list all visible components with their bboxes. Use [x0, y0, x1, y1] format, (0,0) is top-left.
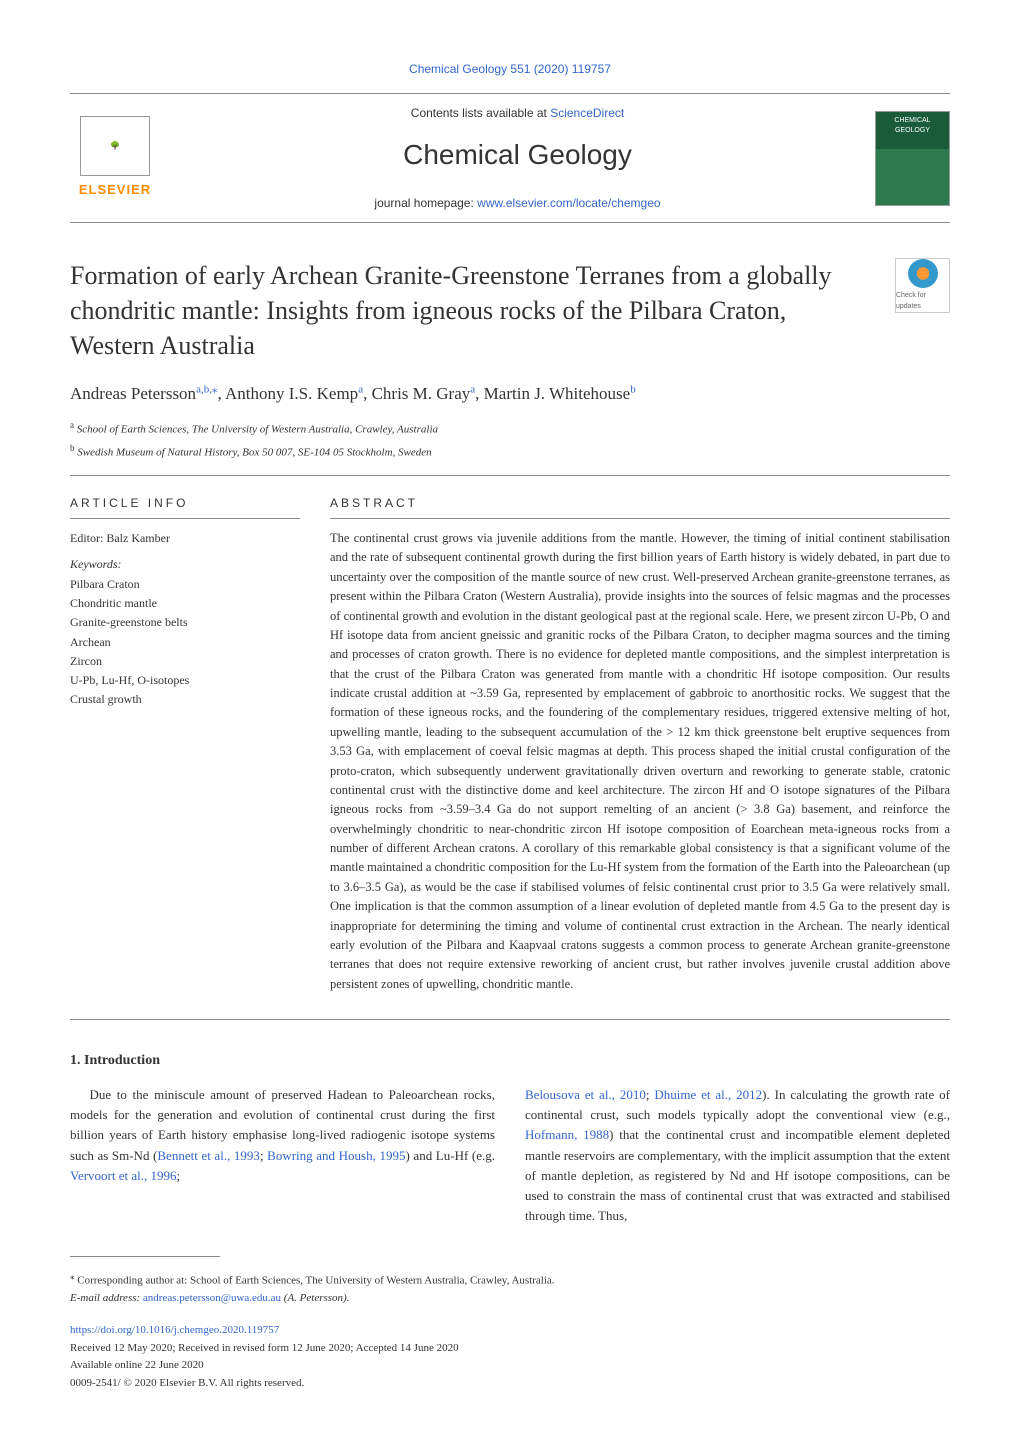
sep: , [217, 384, 225, 403]
homepage-line: journal homepage: www.elsevier.com/locat… [160, 194, 875, 212]
title-row: Formation of early Archean Granite-Green… [70, 258, 950, 363]
citation-link[interactable]: Vervoort et al., 1996 [70, 1168, 177, 1183]
citation-link[interactable]: Dhuime et al., 2012 [654, 1087, 762, 1102]
affiliation-a: a School of Earth Sciences, The Universi… [70, 419, 950, 438]
keyword: U-Pb, Lu-Hf, O-isotopes [70, 671, 300, 690]
affiliation-b: b Swedish Museum of Natural History, Box… [70, 442, 950, 461]
editor-name: Balz Kamber [106, 531, 170, 545]
article-info-heading: ARTICLE INFO [70, 494, 300, 512]
check-updates-label: Check for updates [896, 291, 949, 312]
elsevier-text: ELSEVIER [79, 180, 151, 200]
journal-cover[interactable]: CHEMICAL GEOLOGY [875, 111, 950, 206]
article-info-column: ARTICLE INFO Editor: Balz Kamber Keyword… [70, 494, 300, 994]
corr-text: Corresponding author at: School of Earth… [77, 1275, 554, 1287]
intro-text: ) and Lu-Hf (e.g. [405, 1148, 495, 1163]
info-abstract-block: ARTICLE INFO Editor: Balz Kamber Keyword… [70, 494, 950, 994]
divider [70, 475, 950, 476]
article-title: Formation of early Archean Granite-Green… [70, 258, 895, 363]
copyright-line: 0009-2541/ © 2020 Elsevier B.V. All righ… [70, 1377, 304, 1389]
homepage-link[interactable]: www.elsevier.com/locate/chemgeo [477, 196, 660, 210]
author-1: Andreas Petersson [70, 384, 196, 403]
author-4: Martin J. Whitehouse [484, 384, 631, 403]
keywords-label: Keywords: [70, 555, 300, 573]
contents-line: Contents lists available at ScienceDirec… [160, 104, 875, 122]
keyword: Granite-greenstone belts [70, 613, 300, 632]
editor-line: Editor: Balz Kamber [70, 529, 300, 547]
author-2: Anthony I.S. Kemp [225, 384, 358, 403]
homepage-prefix: journal homepage: [374, 196, 477, 210]
abstract-text: The continental crust grows via juvenile… [330, 529, 950, 994]
online-line: Available online 22 June 2020 [70, 1359, 204, 1371]
thin-rule [330, 518, 950, 519]
header-center: Contents lists available at ScienceDirec… [160, 104, 875, 212]
citation-line: Chemical Geology 551 (2020) 119757 [70, 60, 950, 78]
crossmark-icon [908, 259, 938, 288]
sep: , [475, 384, 484, 403]
email-suffix: (A. Petersson). [281, 1292, 349, 1304]
divider [70, 1019, 950, 1020]
email-label: E-mail address: [70, 1292, 143, 1304]
elsevier-tree-icon: 🌳 [80, 116, 150, 176]
journal-header: 🌳 ELSEVIER Contents lists available at S… [70, 93, 950, 223]
keyword: Archean [70, 633, 300, 652]
intro-heading: 1. Introduction [70, 1050, 950, 1071]
contents-prefix: Contents lists available at [411, 106, 550, 120]
keywords-list: Pilbara Craton Chondritic mantle Granite… [70, 575, 300, 709]
sciencedirect-link[interactable]: ScienceDirect [550, 106, 624, 120]
footer-rule [70, 1256, 220, 1257]
keyword: Zircon [70, 652, 300, 671]
author-4-aff[interactable]: b [630, 384, 636, 396]
intro-text: ; [177, 1168, 181, 1183]
body-columns: Due to the miniscule amount of preserved… [70, 1085, 950, 1226]
body-column-left: Due to the miniscule amount of preserved… [70, 1085, 495, 1226]
sep: , [363, 384, 372, 403]
citation-link[interactable]: Belousova et al., 2010 [525, 1087, 646, 1102]
keyword: Chondritic mantle [70, 594, 300, 613]
keyword: Crustal growth [70, 690, 300, 709]
abstract-heading: ABSTRACT [330, 494, 950, 512]
elsevier-logo[interactable]: 🌳 ELSEVIER [70, 113, 160, 203]
author-1-aff[interactable]: a,b, [196, 384, 212, 396]
abstract-column: ABSTRACT The continental crust grows via… [330, 494, 950, 994]
author-3: Chris M. Gray [372, 384, 471, 403]
thin-rule [70, 518, 300, 519]
keyword: Pilbara Craton [70, 575, 300, 594]
editor-label: Editor: [70, 531, 106, 545]
body-column-right: Belousova et al., 2010; Dhuime et al., 2… [525, 1085, 950, 1226]
aff-b-text: Swedish Museum of Natural History, Box 5… [77, 447, 431, 459]
doi-link[interactable]: https://doi.org/10.1016/j.chemgeo.2020.1… [70, 1324, 279, 1336]
journal-name: Chemical Geology [160, 134, 875, 176]
doi-block: https://doi.org/10.1016/j.chemgeo.2020.1… [70, 1322, 950, 1392]
check-updates-badge[interactable]: Check for updates [895, 258, 950, 313]
citation-link[interactable]: Bowring and Housh, 1995 [267, 1148, 405, 1163]
aff-a-text: School of Earth Sciences, The University… [77, 423, 438, 435]
authors-list: Andreas Peterssona,b,⁎, Anthony I.S. Kem… [70, 381, 950, 407]
received-line: Received 12 May 2020; Received in revise… [70, 1342, 459, 1354]
citation-link[interactable]: Bennett et al., 1993 [157, 1148, 260, 1163]
citation-link[interactable]: Hofmann, 1988 [525, 1127, 609, 1142]
email-link[interactable]: andreas.petersson@uwa.edu.au [143, 1292, 281, 1304]
cover-title: CHEMICAL GEOLOGY [880, 116, 945, 137]
corresponding-author: ⁎ Corresponding author at: School of Ear… [70, 1269, 950, 1308]
